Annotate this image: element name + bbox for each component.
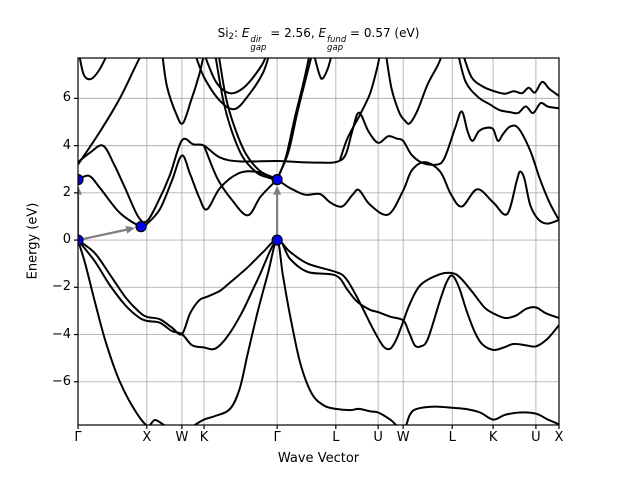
x-tick-label-U: U bbox=[373, 430, 383, 445]
x-axis-label: Wave Vector bbox=[277, 451, 360, 466]
x-tick-label-K: K bbox=[199, 430, 209, 445]
y-tick-label-6: 6 bbox=[62, 90, 71, 106]
band-edge-markers bbox=[78, 174, 283, 246]
band-edge-marker bbox=[271, 234, 283, 246]
band-line-conduction-steep-left bbox=[78, 58, 141, 166]
energy-bands bbox=[78, 58, 559, 425]
y-tick-label-2: 2 bbox=[62, 184, 71, 200]
energy-symbol: E bbox=[241, 26, 250, 40]
band-edge-marker bbox=[135, 221, 147, 233]
direct-gap-value: = 2.56, bbox=[266, 26, 319, 40]
y-tick-label--2: −2 bbox=[51, 279, 71, 295]
band-line-conduction-steep-k1 bbox=[214, 58, 279, 181]
band-line-conduction-1 bbox=[78, 154, 559, 229]
band-line-conduction-cross bbox=[203, 144, 279, 217]
fund-gap-value: = 0.57 (eV) bbox=[346, 26, 420, 40]
band-line-conduction-gl-dip bbox=[313, 58, 332, 80]
gap-sub: gap bbox=[250, 43, 267, 53]
title-colon: : bbox=[233, 26, 242, 40]
y-tick-label-4: 4 bbox=[62, 137, 71, 153]
band-edge-marker bbox=[78, 174, 84, 186]
fund-gap-supsub: fund gap bbox=[327, 34, 347, 53]
gap-arrows bbox=[78, 185, 282, 242]
band-edge-marker bbox=[271, 174, 283, 186]
fundamental-gap-arrow-shaft bbox=[78, 228, 127, 242]
plot-frame bbox=[77, 57, 560, 426]
band-line-conduction-top-right-2 bbox=[463, 58, 559, 97]
x-tick-label-K: K bbox=[488, 430, 498, 445]
band-line-conduction-u-upper bbox=[204, 58, 267, 95]
band-line-conduction-2 bbox=[78, 110, 559, 224]
x-tick-label-U: U bbox=[531, 430, 541, 445]
y-tick-label-0: 0 bbox=[62, 232, 71, 248]
band-line-conduction-lw-steep bbox=[339, 58, 381, 161]
x-tick-label-L: L bbox=[448, 430, 456, 445]
direct-gap-arrow-gamma1-head bbox=[78, 185, 82, 195]
direct-gap-arrow-gamma2-head bbox=[273, 185, 282, 195]
x-tick-label-X: X bbox=[142, 430, 152, 445]
band-line-valence-3 bbox=[78, 238, 559, 352]
fundamental-gap-arrow-head bbox=[125, 225, 136, 234]
x-tick-label-W: W bbox=[175, 430, 189, 445]
x-tick-label-W: W bbox=[396, 430, 410, 445]
band-edge-marker bbox=[78, 234, 84, 246]
band-line-conduction-steep-g2 bbox=[276, 58, 313, 180]
direct-sup: dir bbox=[250, 34, 262, 45]
band-line-valence-2 bbox=[78, 239, 559, 351]
band-line-conduction-top-right-1 bbox=[458, 58, 559, 115]
x-tick-label-L: L bbox=[332, 430, 340, 445]
direct-gap-supsub: dir gap bbox=[250, 34, 267, 53]
fund-sup: fund bbox=[327, 34, 347, 45]
gap-sub-2: gap bbox=[327, 43, 344, 53]
band-line-conduction-steep-k2 bbox=[218, 58, 279, 181]
band-line-valence-deep bbox=[78, 239, 559, 425]
y-tick-label--6: −6 bbox=[51, 373, 71, 389]
grid-lines bbox=[77, 58, 560, 425]
x-tick-label-Γ: Γ bbox=[74, 430, 82, 445]
band-line-conduction-u-lower bbox=[195, 58, 270, 111]
axis-ticks bbox=[74, 97, 560, 429]
energy-symbol-2: E bbox=[318, 26, 327, 40]
x-tick-label-X: X bbox=[554, 430, 564, 445]
y-tick-label--4: −4 bbox=[51, 326, 71, 342]
band-line-conduction-w-dip bbox=[161, 58, 205, 125]
band-line-conduction-wl-dip bbox=[385, 58, 442, 125]
x-tick-label-Γ: Γ bbox=[273, 430, 281, 445]
material-symbol: Si bbox=[217, 26, 229, 40]
material-subscript: 2 bbox=[228, 32, 234, 42]
band-line-conduction-top-dip-left bbox=[78, 58, 107, 81]
